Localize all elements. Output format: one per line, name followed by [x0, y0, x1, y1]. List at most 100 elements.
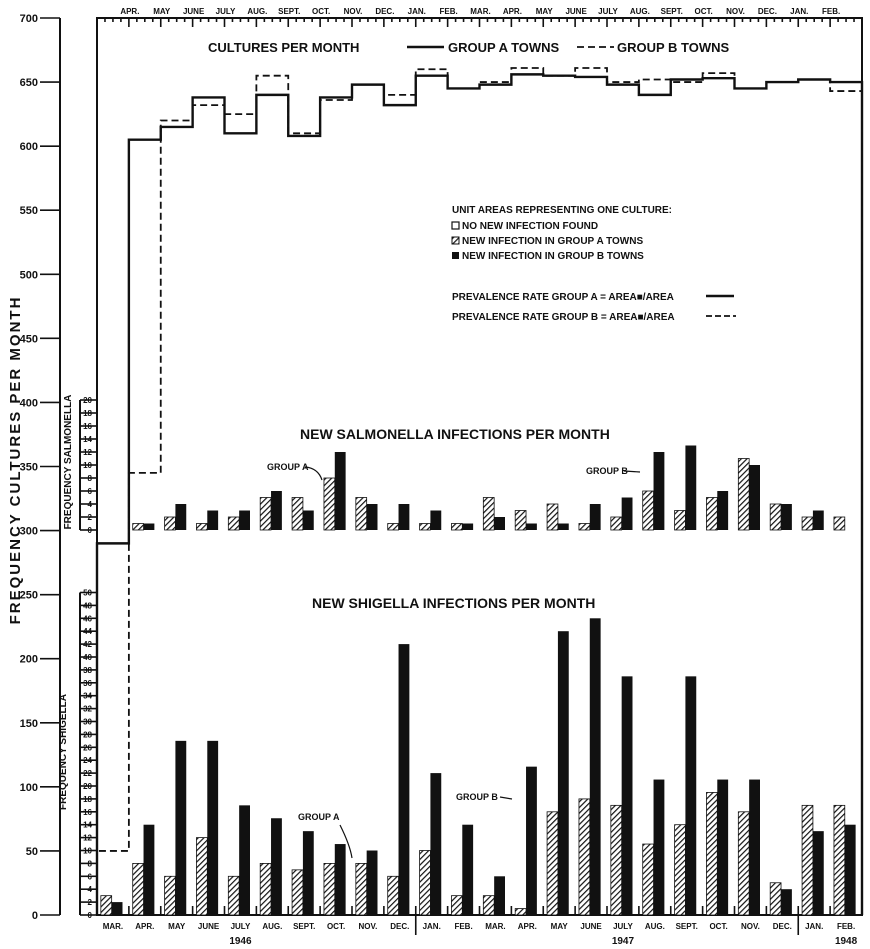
bar-group-b	[844, 824, 856, 915]
bar-group-a	[451, 523, 463, 531]
left-axis-tick-label: 400	[20, 397, 38, 409]
bar-group-b	[143, 824, 155, 915]
month-label-top: APR.	[120, 7, 139, 16]
left-axis-tick-label: 0	[32, 910, 38, 922]
bar-group-a	[419, 523, 431, 531]
salmonella-tick-label: 4	[88, 500, 93, 509]
month-label-bottom: SEPT.	[293, 922, 315, 931]
legend-group-b-label: GROUP B TOWNS	[617, 40, 730, 55]
left-axis-tick-label: 700	[20, 13, 38, 25]
year-label: 1948	[835, 936, 858, 947]
bar-group-b	[430, 510, 442, 530]
bar-group-b	[462, 523, 474, 530]
bar-group-a	[578, 523, 591, 531]
bar-group-b	[398, 644, 410, 915]
month-label-top: FEB.	[440, 7, 458, 16]
bar-group-b	[812, 510, 824, 530]
bar-group-a	[323, 477, 336, 531]
salmonella-title: NEW SALMONELLA INFECTIONS PER MONTH	[300, 426, 610, 442]
salmonella-tick-label: 20	[83, 396, 92, 405]
shigella-tick-label: 30	[83, 718, 92, 727]
shigella-tick-label: 26	[83, 743, 92, 752]
bar-group-b	[430, 773, 442, 915]
left-axis-tick-label: 200	[20, 654, 38, 666]
bar-group-a	[737, 458, 750, 531]
month-label-top: JUNE	[183, 7, 205, 16]
bar-group-b	[494, 876, 505, 915]
month-label-top: DEC.	[375, 7, 394, 16]
salmonella-tick-label: 6	[88, 487, 93, 496]
shigella-tick-label: 46	[83, 614, 92, 623]
bar-group-b	[653, 452, 665, 530]
shigella-axis: 0246810121416182022242628303234363840424…	[79, 589, 96, 920]
bar-group-a	[769, 503, 782, 531]
month-label-top: JULY	[598, 7, 618, 16]
bar-group-b	[366, 850, 378, 915]
bar-group-a	[196, 837, 208, 916]
salmonella-tick-label: 14	[83, 435, 92, 444]
bar-group-b	[717, 779, 729, 915]
bar-group-b	[781, 504, 792, 530]
month-label-top: APR.	[503, 7, 522, 16]
shigella-tick-label: 8	[88, 859, 93, 868]
shigella-title: NEW SHIGELLA INFECTIONS PER MONTH	[312, 595, 595, 611]
bar-group-a	[419, 850, 431, 916]
bar-group-a	[164, 516, 176, 531]
month-label-bottom: MAR.	[485, 922, 505, 931]
bar-group-b	[334, 452, 346, 530]
bar-group-b	[494, 517, 505, 530]
bar-group-a	[610, 804, 623, 916]
bar-group-b	[781, 889, 792, 915]
bar-group-b	[302, 510, 314, 530]
bar-group-b	[717, 491, 729, 530]
bar-group-a	[387, 875, 399, 916]
bar-group-a	[610, 516, 623, 531]
bar-group-a	[706, 497, 718, 531]
salmonella-tick-label: 0	[88, 526, 93, 535]
month-label-top: AUG.	[247, 7, 267, 16]
bar-group-b	[271, 491, 282, 530]
bar-group-b	[526, 766, 537, 915]
month-label-bottom: APR.	[518, 922, 537, 931]
bar-group-b	[685, 676, 697, 915]
bar-group-a	[546, 503, 559, 531]
shigella-tick-label: 42	[83, 640, 92, 649]
bar-group-a	[291, 869, 304, 916]
month-label-bottom: JUNE	[198, 922, 220, 931]
left-axis-tick-label: 500	[20, 269, 38, 281]
shigella-tick-label: 22	[83, 769, 92, 778]
year-label: 1947	[612, 936, 635, 947]
month-label-top: JULY	[216, 7, 236, 16]
month-label-top: SEPT.	[661, 7, 683, 16]
month-label-bottom: AUG.	[645, 922, 665, 931]
month-label-bottom: JULY	[231, 922, 251, 931]
month-label-bottom: JAN.	[423, 922, 441, 931]
bar-group-b	[749, 779, 760, 915]
shigella-tick-label: 10	[83, 847, 92, 856]
prevalence-rate-b: PREVALENCE RATE GROUP B = AREA■/AREA	[452, 312, 675, 323]
shigella-tick-label: 18	[83, 795, 92, 804]
bar-group-b	[589, 504, 601, 530]
bar-group-a	[546, 811, 559, 916]
shigella-group-a-annotation: GROUP A	[298, 812, 340, 822]
bar-group-a	[737, 811, 750, 916]
shigella-tick-label: 44	[83, 627, 92, 636]
salmonella-tick-label: 8	[88, 474, 93, 483]
bar-group-a	[227, 516, 240, 531]
bar-group-b	[749, 465, 760, 530]
salmonella-tick-label: 2	[88, 513, 93, 522]
month-label-top: SEPT.	[278, 7, 300, 16]
month-label-bottom: DEC.	[390, 922, 409, 931]
salmonella-tick-label: 16	[83, 422, 92, 431]
bar-group-b	[143, 523, 155, 530]
month-label-top: MAR.	[470, 7, 490, 16]
key-swatch-group-b	[452, 252, 459, 259]
bar-group-a	[674, 510, 686, 531]
shigella-tick-label: 34	[83, 692, 92, 701]
month-label-top: DEC.	[758, 7, 777, 16]
month-label-bottom: MAY	[168, 922, 186, 931]
bar-group-a	[100, 895, 113, 916]
month-label-bottom: DEC.	[773, 922, 792, 931]
year-label: 1946	[229, 936, 252, 947]
